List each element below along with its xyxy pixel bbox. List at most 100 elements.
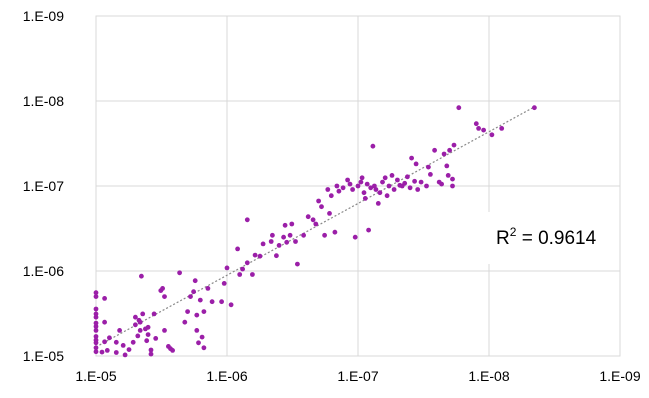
data-point — [305, 214, 311, 220]
data-point — [244, 217, 250, 223]
x-tick-label: 1.E-07 — [337, 368, 378, 384]
data-point — [287, 232, 293, 238]
data-point — [319, 204, 324, 210]
data-point — [441, 151, 447, 157]
data-point — [313, 221, 319, 227]
data-point — [153, 336, 159, 341]
data-point — [209, 299, 215, 305]
data-point — [366, 227, 371, 233]
data-point — [322, 232, 327, 238]
data-point — [473, 121, 479, 127]
r2-annotation: R2 = 0.9614 — [496, 225, 597, 249]
data-point — [201, 345, 207, 351]
data-point — [375, 201, 381, 206]
y-tick-label: 1.E-08 — [23, 93, 64, 109]
y-tick-label: 1.E-09 — [23, 8, 64, 24]
x-axis-tick-labels: 1.E-05 1.E-06 1.E-07 1.E-08 1.E-09 — [75, 368, 640, 384]
data-point — [362, 196, 368, 201]
data-point — [113, 350, 119, 355]
data-point — [450, 183, 455, 189]
data-point — [182, 319, 188, 325]
data-point — [224, 265, 230, 271]
data-point — [135, 333, 141, 339]
data-point — [270, 232, 275, 238]
data-point — [194, 328, 200, 333]
data-point — [295, 261, 300, 267]
data-point — [130, 339, 136, 345]
data-point — [93, 294, 99, 299]
data-point — [93, 311, 99, 317]
r2-annotation-superscript: 2 — [510, 225, 517, 239]
data-point — [205, 286, 211, 291]
data-point — [151, 311, 157, 317]
data-point — [237, 272, 243, 277]
y-tick-label: 1.E-05 — [23, 348, 64, 364]
data-point — [532, 105, 537, 111]
data-point — [93, 349, 99, 355]
x-tick-label: 1.E-09 — [599, 368, 640, 384]
data-point — [268, 239, 274, 244]
r2-annotation-prefix: R — [496, 228, 510, 249]
data-point — [191, 289, 197, 295]
data-point — [93, 328, 99, 333]
data-point — [196, 340, 201, 346]
data-point — [137, 328, 143, 333]
data-point — [93, 314, 99, 320]
data-point — [332, 229, 338, 235]
data-point — [120, 343, 126, 348]
data-point — [432, 147, 437, 153]
data-point — [350, 187, 355, 192]
data-point — [382, 175, 388, 181]
gridlines — [95, 15, 621, 357]
data-point — [444, 163, 450, 169]
data-point — [391, 187, 397, 192]
data-point — [456, 105, 462, 111]
data-point — [148, 351, 154, 357]
data-point — [160, 286, 166, 291]
data-point — [235, 246, 241, 252]
data-point — [395, 177, 400, 183]
data-point — [93, 306, 99, 312]
data-point — [250, 272, 255, 277]
data-point — [145, 324, 151, 330]
data-point — [361, 190, 367, 196]
y-tick-label: 1.E-06 — [23, 263, 64, 279]
y-tick-label: 1.E-07 — [23, 178, 64, 194]
data-point — [188, 294, 193, 299]
data-point — [219, 299, 225, 305]
data-point — [334, 183, 340, 189]
data-point — [355, 183, 361, 189]
data-point — [252, 252, 258, 258]
data-point — [162, 328, 167, 333]
data-point — [386, 183, 392, 189]
data-point — [402, 180, 408, 186]
data-point — [310, 217, 316, 223]
data-point — [126, 347, 132, 352]
data-point — [327, 211, 332, 216]
data-point — [377, 190, 383, 196]
x-tick-label: 1.E-06 — [206, 368, 247, 384]
data-point — [133, 314, 138, 320]
data-point — [389, 173, 395, 178]
data-point — [451, 142, 457, 148]
data-point — [325, 187, 331, 192]
data-point — [194, 312, 200, 318]
data-point — [284, 239, 290, 245]
data-point — [117, 328, 122, 333]
data-point — [177, 270, 183, 276]
data-point — [407, 185, 413, 191]
data-point — [93, 345, 99, 351]
data-point — [413, 161, 419, 167]
r2-label-background — [484, 212, 619, 264]
data-point — [418, 179, 424, 185]
data-point — [102, 296, 107, 301]
data-point — [148, 347, 154, 353]
data-point — [476, 125, 481, 131]
data-point — [197, 297, 203, 303]
data-point — [373, 187, 379, 192]
data-point — [450, 176, 455, 182]
data-point — [145, 332, 151, 337]
data-point — [276, 243, 282, 248]
data-point — [99, 349, 105, 355]
